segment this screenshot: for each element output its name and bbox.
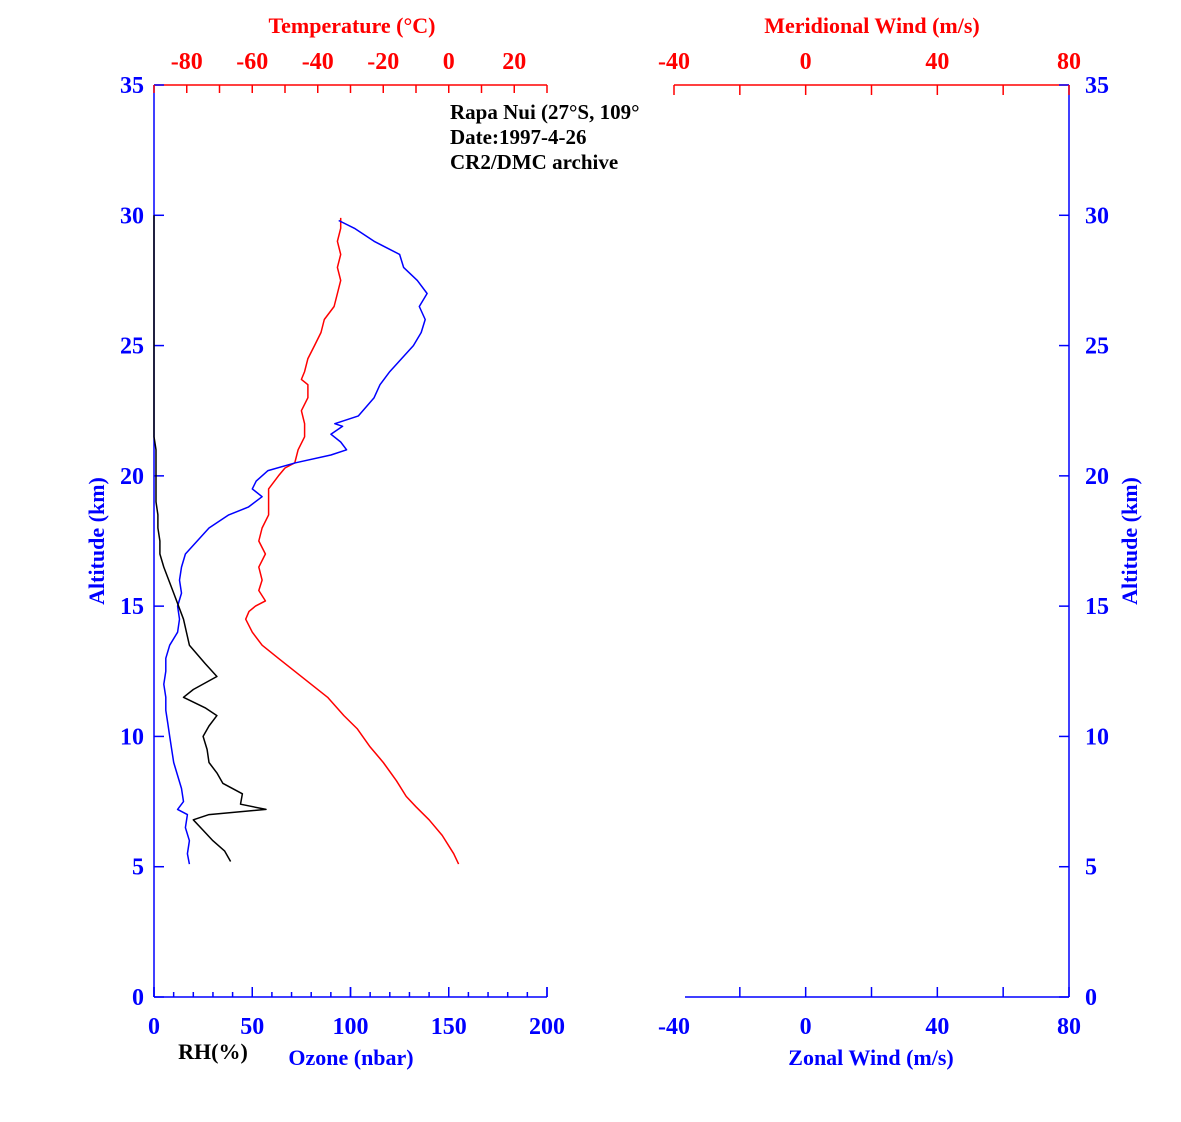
zonal-tick-label: -40 <box>658 1014 690 1040</box>
temperature-tick-label: -20 <box>367 49 399 75</box>
meridional-wind-axis-label: Meridional Wind (m/s) <box>764 13 980 38</box>
left-altitude-label: Altitude (km) <box>84 477 109 605</box>
date-annotation: Date:1997-4-26 <box>450 125 586 149</box>
right-y-tick-label: 0 <box>1085 985 1097 1011</box>
temperature-axis-ticks: -80 -60 -40 -20 0 20 <box>153 49 548 93</box>
zonal-tick-label: 80 <box>1057 1014 1081 1040</box>
left-y-tick-label: 35 <box>120 73 144 99</box>
temperature-profile-line <box>244 217 460 865</box>
zonal-tick-label: 40 <box>925 1014 949 1040</box>
temperature-tick-label: 20 <box>502 49 526 75</box>
left-y-tick-label: 15 <box>120 594 144 620</box>
right-y-tick-label: 25 <box>1085 334 1109 360</box>
temperature-tick-label: -60 <box>236 49 268 75</box>
ozone-profile-line <box>163 219 428 865</box>
right-y-tick-label: 5 <box>1085 855 1097 881</box>
rh-profile-line <box>153 215 267 862</box>
left-y-tick-label: 30 <box>120 203 144 229</box>
ozone-tick-label: 50 <box>240 1014 264 1040</box>
ozone-tick-label: 150 <box>431 1014 467 1040</box>
meridional-tick-label: 80 <box>1057 49 1081 75</box>
right-y-tick-label: 30 <box>1085 203 1109 229</box>
ozone-tick-label: 100 <box>333 1014 369 1040</box>
temperature-tick-label: -80 <box>171 49 203 75</box>
left-panel-series <box>153 215 460 865</box>
right-altitude-label: Altitude (km) <box>1117 477 1142 605</box>
left-y-tick-label: 0 <box>132 985 144 1011</box>
right-panel: 0 5 10 15 20 25 30 35 -40 0 40 80 -40 0 40 80 Meridio… <box>658 13 1142 1070</box>
station-annotation: Rapa Nui (27°S, 109° <box>450 100 640 124</box>
zonal-wind-axis-ticks: -40 0 40 80 <box>658 987 1081 1040</box>
ozone-axis-label: Ozone (nbar) <box>288 1045 413 1070</box>
left-y-tick-label: 20 <box>120 464 144 490</box>
temperature-axis-label: Temperature (°C) <box>268 13 435 38</box>
ozone-axis-ticks: 0 50 100 150 200 <box>148 987 565 1040</box>
left-y-tick-label: 25 <box>120 334 144 360</box>
rh-axis-label: RH(%) <box>178 1039 248 1064</box>
temperature-tick-label: 0 <box>443 49 455 75</box>
zonal-wind-axis-label: Zonal Wind (m/s) <box>788 1045 953 1070</box>
meridional-tick-label: -40 <box>658 49 690 75</box>
ozone-tick-label: 200 <box>529 1014 565 1040</box>
left-panel-y-ticks: 0 5 10 15 20 25 30 35 <box>120 73 164 1011</box>
temperature-tick-label: -40 <box>302 49 334 75</box>
right-panel-y-ticks: 0 5 10 15 20 25 30 35 <box>1059 73 1109 1011</box>
ozone-tick-label: 0 <box>148 1014 160 1040</box>
meridional-tick-label: 40 <box>925 49 949 75</box>
left-panel: 0 5 10 15 20 25 30 35 -80 -60 -40 -20 0 20 0 50 100 150… <box>84 13 640 1070</box>
archive-annotation: CR2/DMC archive <box>450 150 618 174</box>
meridional-wind-axis-ticks: -40 0 40 80 <box>658 49 1081 95</box>
right-y-tick-label: 20 <box>1085 464 1109 490</box>
left-y-tick-label: 10 <box>120 724 144 750</box>
zonal-tick-label: 0 <box>800 1014 812 1040</box>
right-y-tick-label: 35 <box>1085 73 1109 99</box>
left-y-tick-label: 5 <box>132 855 144 881</box>
meridional-tick-label: 0 <box>800 49 812 75</box>
right-y-tick-label: 10 <box>1085 724 1109 750</box>
right-y-tick-label: 15 <box>1085 594 1109 620</box>
